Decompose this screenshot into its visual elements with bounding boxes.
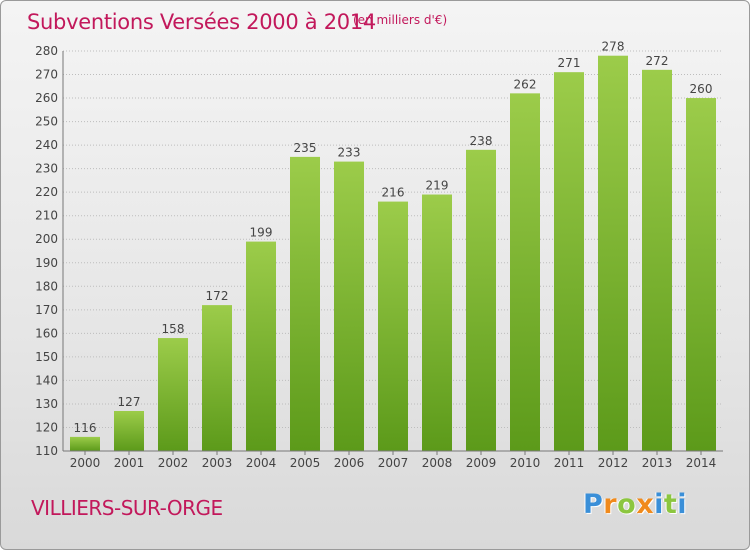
- logo-letter: i: [677, 489, 688, 520]
- y-tick-label: 260: [35, 91, 58, 105]
- bar: [598, 55, 628, 452]
- bar-value-label: 219: [426, 179, 449, 193]
- bar: [114, 411, 144, 451]
- x-tick-label: 2007: [378, 456, 409, 470]
- bar: [334, 161, 364, 451]
- x-tick-label: 2008: [422, 456, 453, 470]
- bar: [642, 69, 672, 451]
- logo-letter: t: [663, 489, 678, 520]
- y-tick-label: 110: [35, 444, 58, 458]
- commune-name: VILLIERS-SUR-ORGE: [31, 496, 223, 520]
- y-tick-label: 220: [35, 185, 58, 199]
- bar-value-label: 278: [602, 40, 625, 54]
- bar-value-label: 235: [294, 141, 317, 155]
- bar-value-label: 172: [206, 289, 229, 303]
- y-tick-label: 270: [35, 68, 58, 82]
- y-tick-label: 240: [35, 138, 58, 152]
- bars: [70, 55, 716, 452]
- bar: [554, 72, 584, 452]
- x-tick-label: 2005: [290, 456, 321, 470]
- bar: [202, 305, 232, 451]
- x-tick-label: 2013: [642, 456, 673, 470]
- logo-letter: i: [654, 489, 664, 520]
- logo-letter: r: [603, 489, 618, 520]
- chart-unit-label: (en milliers d'€): [353, 13, 448, 27]
- bar: [378, 201, 408, 451]
- bar-value-label: 238: [470, 134, 493, 148]
- y-tick-label: 250: [35, 115, 58, 129]
- bar-value-label: 116: [74, 421, 97, 435]
- y-tick-label: 280: [35, 44, 58, 58]
- bar: [686, 98, 716, 451]
- logo-letter: P: [583, 489, 604, 520]
- axes: 110 120 130 140 150 160 170 180 190 200 210 220 230 2…: [35, 44, 723, 470]
- x-tick-label: 2010: [510, 456, 541, 470]
- x-tick-label: 2012: [598, 456, 629, 470]
- x-tick-label: 2009: [466, 456, 497, 470]
- y-tick-label: 230: [35, 162, 58, 176]
- data-labels: 116 127 158 172 199 235 233 216 219 238 262 271 278 2…: [74, 40, 713, 435]
- x-tick-label: 2002: [158, 456, 189, 470]
- bar: [158, 338, 188, 451]
- bar-value-label: 158: [162, 322, 185, 336]
- bar-value-label: 233: [338, 146, 361, 160]
- x-tick-label: 2011: [554, 456, 585, 470]
- logo-letter: o: [617, 489, 637, 520]
- y-tick-label: 160: [35, 326, 58, 340]
- y-tick-label: 180: [35, 279, 58, 293]
- bar: [246, 241, 276, 451]
- y-tick-label: 210: [35, 209, 58, 223]
- bar-value-label: 199: [250, 226, 273, 240]
- x-tick-label: 2000: [70, 456, 101, 470]
- chart-title: Subventions Versées 2000 à 2014: [27, 10, 376, 34]
- bar-value-label: 216: [382, 186, 405, 200]
- x-tick-label: 2014: [686, 456, 717, 470]
- y-tick-label: 170: [35, 303, 58, 317]
- bar-value-label: 260: [690, 82, 713, 96]
- y-tick-label: 120: [35, 420, 58, 434]
- y-tick-label: 140: [35, 373, 58, 387]
- y-tick-label: 190: [35, 256, 58, 270]
- y-tick-label: 150: [35, 350, 58, 364]
- x-tick-label: 2003: [202, 456, 233, 470]
- bar-value-label: 272: [646, 54, 669, 68]
- bar: [290, 156, 320, 451]
- bar: [70, 436, 100, 451]
- x-tick-label: 2001: [114, 456, 145, 470]
- bar-value-label: 262: [514, 77, 537, 91]
- bar: [466, 149, 496, 451]
- x-tick-label: 2006: [334, 456, 365, 470]
- bar-value-label: 271: [558, 56, 581, 70]
- logo-letter: x: [636, 489, 655, 520]
- y-tick-label: 130: [35, 397, 58, 411]
- x-tick-label: 2004: [246, 456, 277, 470]
- bar: [422, 194, 452, 451]
- bar: [510, 93, 540, 452]
- proxiti-logo: Proxiti: [583, 489, 687, 520]
- y-tick-label: 200: [35, 232, 58, 246]
- bar-value-label: 127: [118, 395, 141, 409]
